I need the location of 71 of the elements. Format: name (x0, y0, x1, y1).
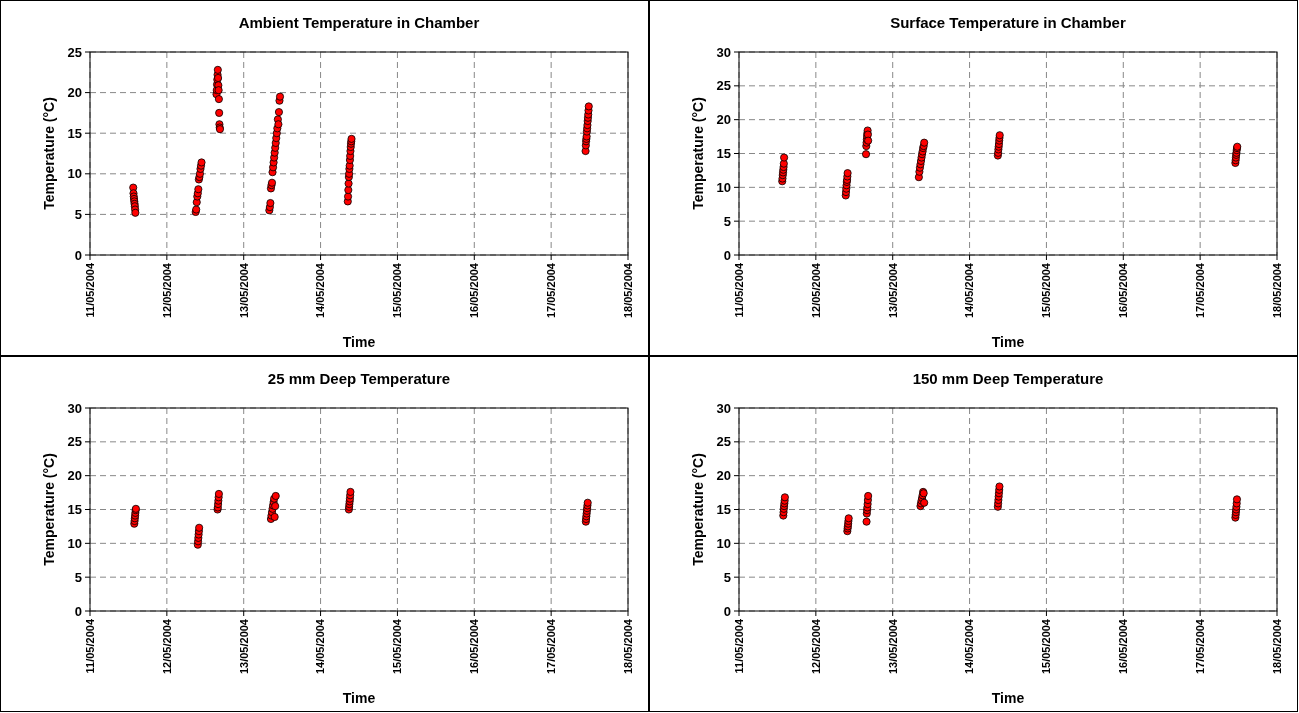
y-tick-label: 20 (716, 112, 731, 128)
y-tick-label: 20 (67, 85, 82, 101)
x-axis-title: Time (991, 690, 1025, 706)
chart-title: Surface Temperature in Chamber (890, 14, 1126, 31)
y-axis-title: Temperature (°C) (41, 453, 57, 566)
y-tick-label: 30 (716, 44, 731, 60)
y-axis-title: Temperature (°C) (690, 453, 706, 566)
y-tick-label: 5 (74, 206, 82, 222)
x-tick-label: 11/05/2004 (83, 262, 96, 318)
x-tick-label: 11/05/2004 (732, 262, 745, 318)
y-tick-label: 25 (716, 78, 731, 94)
y-tick-label: 5 (723, 213, 731, 229)
x-tick-label: 12/05/2004 (160, 618, 173, 675)
y-tick-label: 25 (716, 434, 731, 450)
x-tick-label: 14/05/2004 (314, 618, 327, 675)
x-tick-label: 12/05/2004 (809, 618, 822, 675)
x-tick-label: 13/05/2004 (237, 262, 250, 319)
x-tick-label: 13/05/2004 (237, 618, 250, 675)
y-tick-label: 15 (67, 125, 82, 141)
x-axis-title: Time (342, 690, 376, 706)
y-tick-label: 0 (74, 247, 82, 263)
x-tick-label: 18/05/2004 (1270, 262, 1283, 319)
x-tick-label: 11/05/2004 (732, 618, 745, 674)
x-tick-label: 11/05/2004 (83, 618, 96, 674)
chart-title: 150 mm Deep Temperature (912, 370, 1104, 387)
y-tick-label: 15 (67, 502, 82, 518)
x-tick-label: 14/05/2004 (314, 262, 327, 319)
x-tick-label: 14/05/2004 (963, 618, 976, 675)
y-tick-label: 5 (74, 569, 82, 585)
y-tick-label: 10 (67, 166, 82, 182)
x-tick-label: 16/05/2004 (1117, 618, 1130, 675)
x-tick-label: 17/05/2004 (544, 618, 557, 675)
x-tick-label: 16/05/2004 (1117, 262, 1130, 319)
y-tick-label: 25 (67, 44, 82, 60)
y-axis-title: Temperature (°C) (690, 97, 706, 210)
x-tick-label: 16/05/2004 (468, 618, 481, 675)
y-tick-label: 30 (716, 400, 731, 416)
y-tick-label: 10 (67, 535, 82, 551)
y-tick-label: 20 (67, 468, 82, 484)
x-axis-title: Time (342, 334, 376, 350)
y-tick-label: 15 (716, 502, 731, 518)
x-tick-label: 15/05/2004 (1040, 262, 1053, 319)
y-tick-label: 0 (74, 603, 82, 619)
x-tick-label: 18/05/2004 (621, 618, 634, 675)
x-tick-label: 17/05/2004 (1193, 618, 1206, 675)
y-tick-label: 5 (723, 569, 731, 585)
x-tick-label: 15/05/2004 (1040, 618, 1053, 675)
x-tick-label: 15/05/2004 (391, 262, 404, 319)
x-tick-label: 12/05/2004 (160, 262, 173, 319)
y-tick-label: 10 (716, 535, 731, 551)
y-tick-label: 25 (67, 434, 82, 450)
y-tick-label: 0 (723, 247, 731, 263)
y-tick-label: 10 (716, 179, 731, 195)
y-tick-label: 30 (67, 400, 82, 416)
x-tick-label: 13/05/2004 (886, 618, 899, 675)
y-tick-label: 0 (723, 603, 731, 619)
x-tick-label: 18/05/2004 (1270, 618, 1283, 675)
x-tick-label: 12/05/2004 (809, 262, 822, 319)
x-axis-title: Time (991, 334, 1025, 350)
chart-title: Ambient Temperature in Chamber (238, 14, 480, 31)
y-axis-title: Temperature (°C) (41, 97, 57, 210)
x-tick-label: 14/05/2004 (963, 262, 976, 319)
chart-title: 25 mm Deep Temperature (267, 370, 451, 387)
x-tick-label: 13/05/2004 (886, 262, 899, 319)
x-tick-label: 16/05/2004 (468, 262, 481, 319)
x-tick-label: 17/05/2004 (1193, 262, 1206, 319)
y-tick-label: 15 (716, 146, 731, 162)
y-tick-label: 20 (716, 468, 731, 484)
x-tick-label: 18/05/2004 (621, 262, 634, 319)
x-tick-label: 17/05/2004 (544, 262, 557, 319)
x-tick-label: 15/05/2004 (391, 618, 404, 675)
